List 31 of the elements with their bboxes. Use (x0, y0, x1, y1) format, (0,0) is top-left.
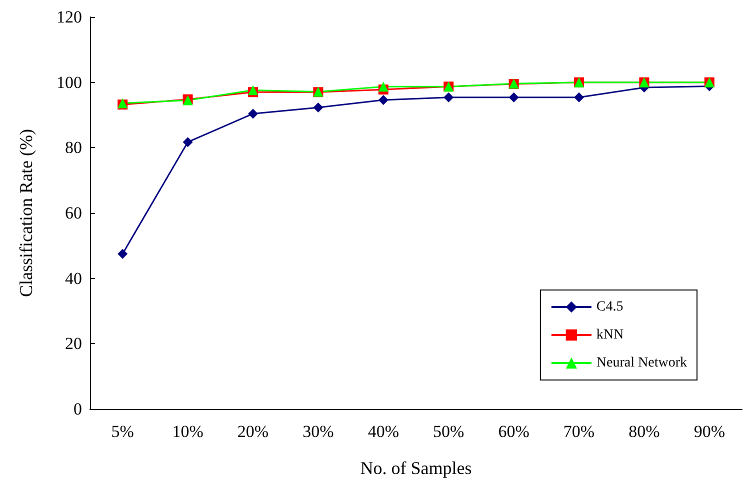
point (508, 92, 519, 102)
y-tick-label: 80 (65, 138, 82, 158)
x-tick-label: 30% (302, 422, 334, 441)
x-tick-label: 50% (433, 422, 464, 441)
x-tick-label: 40% (368, 422, 399, 441)
point (378, 82, 388, 92)
y-tick-label: 0 (74, 400, 82, 418)
point (444, 92, 454, 102)
point (378, 94, 388, 105)
point (118, 248, 128, 259)
y-tick-label: 120 (56, 8, 82, 26)
x-tick-label: 90% (694, 422, 725, 441)
legend-label: Neural Network (596, 356, 687, 370)
y-tick-label: 60 (65, 204, 82, 222)
x-tick-label: 70% (563, 422, 595, 441)
x-tick-label: 60% (498, 422, 530, 441)
legend-label: kNN (596, 328, 624, 342)
y-axis-title: Classification Rate (%) (16, 129, 36, 297)
x-axis-title: No. of Samples (360, 458, 472, 478)
y-tick-label: 20 (65, 334, 82, 354)
y-tick-label: 40 (65, 268, 82, 288)
point (574, 92, 584, 102)
point (248, 108, 258, 119)
x-tick-label: 20% (237, 422, 269, 441)
x-tick-label: 80% (628, 422, 660, 441)
y-tick-label: 100 (56, 72, 82, 92)
x-tick-label: 5% (111, 422, 134, 441)
point (182, 137, 193, 148)
point (313, 102, 324, 112)
x-tick-label: 10% (172, 422, 204, 441)
legend-label: C4.5 (596, 300, 624, 314)
